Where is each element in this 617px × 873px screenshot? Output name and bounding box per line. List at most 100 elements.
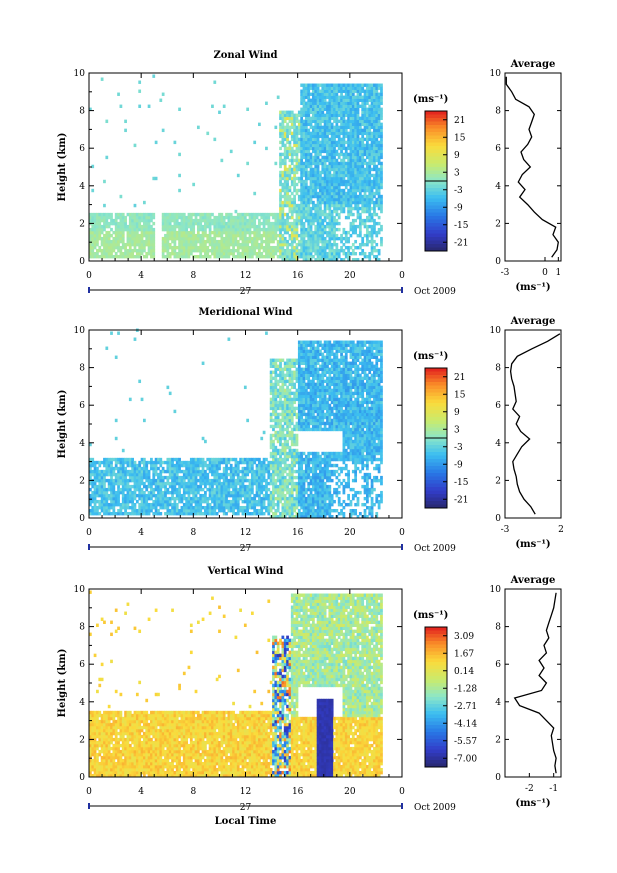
heatmap-cell [297, 110, 301, 115]
heatmap-cell [243, 245, 247, 250]
heatmap-cell [126, 463, 130, 468]
heatmap-cell [373, 194, 376, 199]
heatmap-cell [377, 206, 381, 211]
heatmap-cell [295, 248, 299, 253]
heatmap-cell [373, 119, 376, 124]
heatmap-cell [241, 224, 245, 229]
heatmap-cell [342, 170, 346, 175]
heatmap-cell [267, 469, 271, 474]
heatmap-cell [347, 245, 350, 250]
heatmap-cell [96, 218, 99, 223]
heatmap-cell [194, 472, 198, 477]
heatmap-cell [189, 481, 193, 486]
heatmap-cell [152, 227, 156, 232]
heatmap-cell [333, 200, 336, 205]
heatmap-cell [192, 490, 196, 495]
heatmap-cell [281, 376, 285, 381]
heatmap-cell [117, 469, 120, 474]
heatmap-cell [380, 125, 383, 130]
heatmap-cell [267, 499, 271, 504]
heatmap-cell [295, 224, 299, 229]
heatmap-cell [363, 179, 367, 184]
heatmap-cell [314, 122, 318, 127]
heatmap-cell [319, 128, 322, 133]
heatmap-cell [178, 248, 181, 253]
heatmap-cell [114, 239, 118, 244]
heatmap-cell [283, 239, 287, 244]
heatmap-cell [373, 227, 376, 232]
heatmap-cell [103, 251, 106, 256]
heatmap-cell [173, 242, 177, 247]
heatmap-cell [297, 206, 301, 211]
heatmap-cell [304, 245, 308, 250]
heatmap-cell [220, 239, 224, 244]
heatmap-cell [316, 209, 320, 214]
heatmap-cell [314, 185, 318, 190]
heatmap-cell [159, 460, 163, 465]
heatmap-cell [140, 469, 144, 474]
heatmap-cell [227, 239, 231, 244]
heatmap-cell [124, 484, 127, 489]
heatmap-cell [91, 245, 95, 250]
heatmap-cell [222, 245, 226, 250]
heatmap-cell [304, 209, 308, 214]
heatmap-cell [358, 95, 362, 99]
heatmap-cell [370, 104, 374, 108]
heatmap-cell [107, 484, 111, 489]
heatmap-cell [342, 167, 346, 172]
heatmap-cell [323, 203, 327, 208]
heatmap-cell [189, 236, 193, 241]
heatmap-cell [110, 212, 113, 217]
heatmap-cell [335, 182, 339, 187]
heatmap-cell [204, 224, 207, 229]
heatmap-cell [349, 206, 353, 211]
heatmap-cell [211, 218, 214, 223]
heatmap-cell [309, 200, 313, 205]
heatmap-cell [138, 487, 142, 492]
heatmap-cell [283, 212, 287, 217]
heatmap-cell [117, 227, 120, 232]
heatmap-cell [147, 469, 151, 474]
heatmap-cell [366, 203, 369, 208]
heatmap-cell [269, 248, 273, 253]
heatmap-cell [213, 239, 217, 244]
heatmap-cell [342, 140, 346, 145]
heatmap-cell [208, 215, 212, 220]
heatmap-cell [337, 101, 341, 105]
heatmap-cell [286, 463, 289, 468]
heatmap-cell [93, 466, 97, 471]
heatmap-cell [314, 188, 318, 193]
heatmap-cell [147, 248, 151, 253]
heatmap-cell [121, 484, 125, 489]
heatmap-cell [276, 412, 280, 417]
heatmap-cell [356, 200, 360, 205]
heatmap-cell [321, 182, 325, 187]
heatmap-cell [173, 248, 177, 253]
heatmap-cell [255, 478, 259, 483]
heatmap-cell [218, 505, 221, 510]
heatmap-cell [279, 158, 282, 163]
heatmap-cell [182, 245, 186, 250]
heatmap-cell [349, 227, 353, 232]
heatmap-cell [300, 98, 304, 102]
heatmap-cell [250, 502, 254, 507]
heatmap-cell [295, 125, 299, 130]
heatmap-cell [147, 230, 151, 235]
heatmap-cell [150, 230, 153, 235]
heatmap-cell [243, 475, 247, 480]
heatmap-cell [164, 221, 167, 226]
heatmap-cell [335, 227, 339, 232]
heatmap-cell [234, 215, 238, 220]
heatmap-cell [377, 113, 381, 118]
heatmap-cell [283, 454, 287, 459]
heatmap-cell [213, 236, 217, 241]
heatmap-cell [309, 140, 313, 145]
heatmap-cell [267, 239, 271, 244]
heatmap-cell [340, 176, 343, 181]
heatmap-cell [192, 460, 196, 465]
heatmap-cell [316, 203, 320, 208]
heatmap-cell [93, 236, 97, 241]
heatmap-cell [309, 245, 313, 250]
heatmap-cell [342, 98, 346, 102]
heatmap-cell [363, 122, 367, 127]
